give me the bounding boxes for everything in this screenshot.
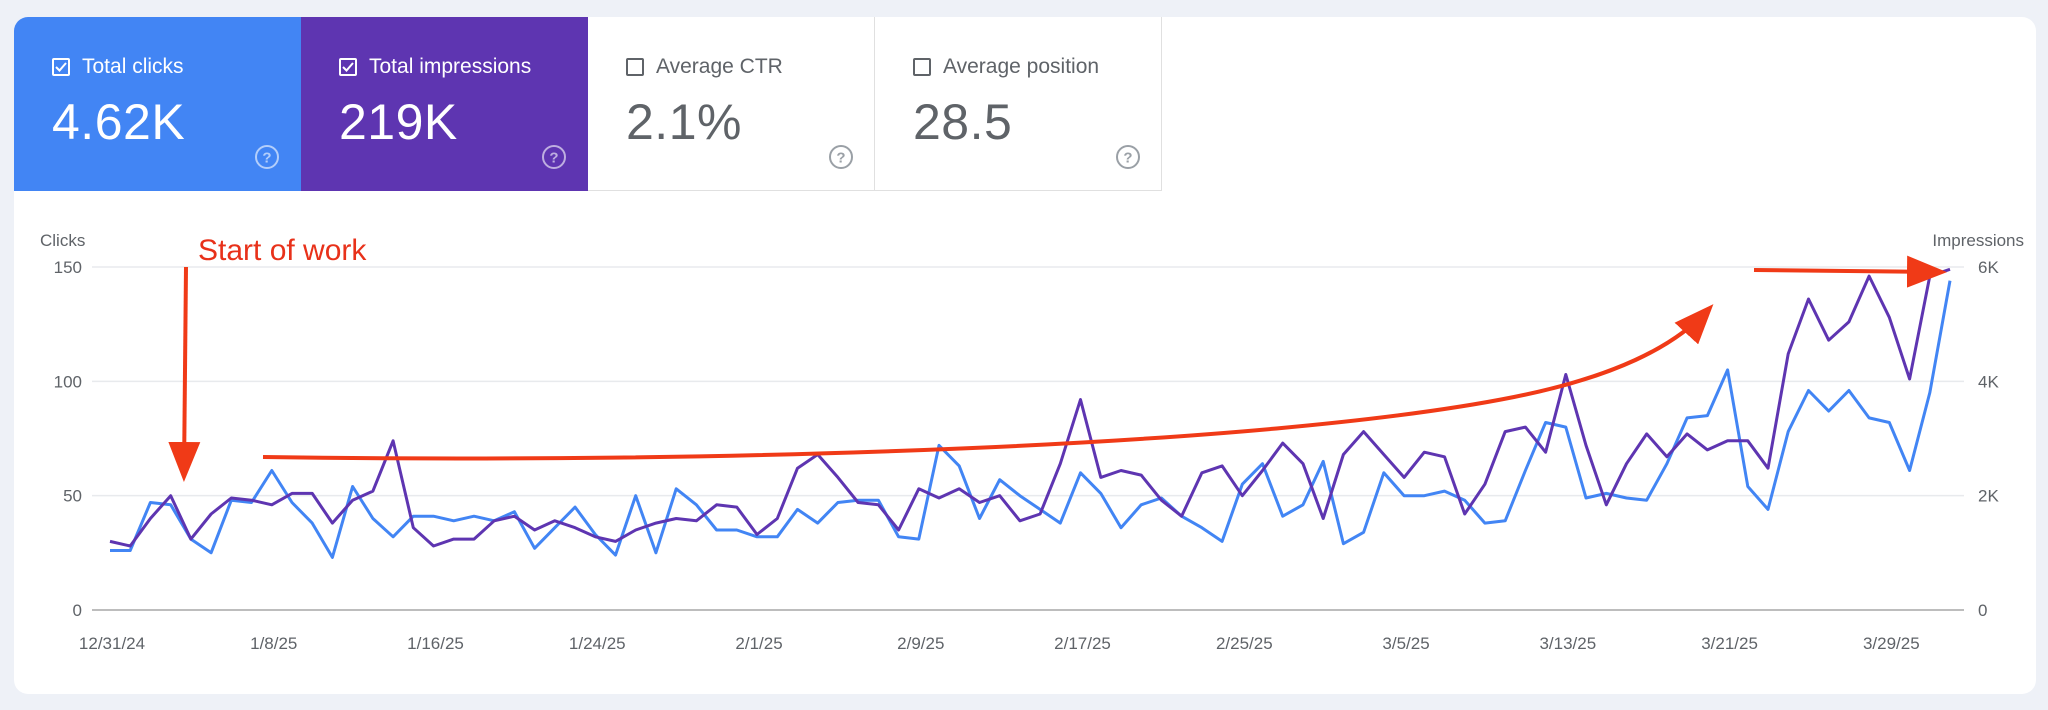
performance-panel: Total clicks 4.62K ? Total impressions 2… <box>14 17 2036 694</box>
metric-value: 4.62K <box>52 94 186 150</box>
y-tick-label-right: 4K <box>1978 372 1999 391</box>
x-tick-label: 3/13/25 <box>1539 634 1596 653</box>
checkbox-checked-icon[interactable] <box>339 58 357 76</box>
right-axis-title: Impressions <box>1932 231 2024 250</box>
metric-label: Average position <box>943 55 1100 78</box>
y-tick-label-left: 50 <box>63 487 82 506</box>
x-tick-label: 2/25/25 <box>1216 634 1273 653</box>
x-tick-label: 12/31/24 <box>79 634 145 653</box>
annotation-down-arrow <box>168 266 201 482</box>
checkbox-unchecked-icon[interactable] <box>913 58 931 76</box>
svg-text:?: ? <box>1123 150 1132 167</box>
help-icon[interactable]: ? <box>1115 144 1141 170</box>
x-tick-label: 3/5/25 <box>1382 634 1429 653</box>
metric-card-average-position[interactable]: Average position 28.5 ? <box>875 17 1162 191</box>
metric-card-total-impressions[interactable]: Total impressions 219K ? <box>301 17 588 191</box>
y-tick-label-left: 150 <box>54 258 82 277</box>
help-icon[interactable]: ? <box>828 144 854 170</box>
x-tick-label: 1/16/25 <box>407 634 464 653</box>
metric-label: Total impressions <box>369 55 532 78</box>
x-tick-label: 1/24/25 <box>569 634 626 653</box>
x-tick-label: 3/29/25 <box>1863 634 1920 653</box>
metric-card-average-ctr[interactable]: Average CTR 2.1% ? <box>588 17 875 191</box>
svg-text:?: ? <box>836 150 845 167</box>
series-line-clicks <box>110 280 1952 559</box>
svg-text:?: ? <box>262 150 271 167</box>
checkbox-checked-icon[interactable] <box>52 58 70 76</box>
svg-text:?: ? <box>549 150 558 167</box>
performance-chart: Clicks Impressions 0 0 50 2K 100 4K 150 6K 12/31… <box>40 231 2024 653</box>
y-tick-label-left: 0 <box>73 601 82 620</box>
y-tick-label-right: 6K <box>1978 258 1999 277</box>
metric-card-total-clicks[interactable]: Total clicks 4.62K ? <box>14 17 301 191</box>
y-tick-label-right: 2K <box>1978 487 1999 506</box>
annotation-top-arrow <box>1753 255 1947 288</box>
x-tick-label: 2/9/25 <box>897 634 944 653</box>
annotation-start-of-work: Start of work <box>198 234 367 267</box>
left-axis-title: Clicks <box>40 231 85 250</box>
y-tick-label-right: 0 <box>1978 601 1987 620</box>
metric-label: Average CTR <box>656 55 783 78</box>
x-tick-label: 2/17/25 <box>1054 634 1111 653</box>
checkbox-unchecked-icon[interactable] <box>626 58 644 76</box>
x-tick-label: 2/1/25 <box>735 634 782 653</box>
help-icon[interactable]: ? <box>254 144 280 170</box>
y-tick-label-left: 100 <box>54 372 82 391</box>
metric-value: 2.1% <box>626 94 742 150</box>
metric-value: 28.5 <box>913 94 1013 150</box>
x-tick-label: 3/21/25 <box>1701 634 1758 653</box>
annotation-growth-curve-arrow <box>262 304 1714 461</box>
metric-cards: Total clicks 4.62K ? Total impressions 2… <box>14 17 1162 191</box>
series-line-impressions <box>109 267 1951 548</box>
x-tick-label: 1/8/25 <box>250 634 297 653</box>
metric-value: 219K <box>339 94 458 150</box>
help-icon[interactable]: ? <box>541 144 567 170</box>
metric-label: Total clicks <box>82 55 184 78</box>
